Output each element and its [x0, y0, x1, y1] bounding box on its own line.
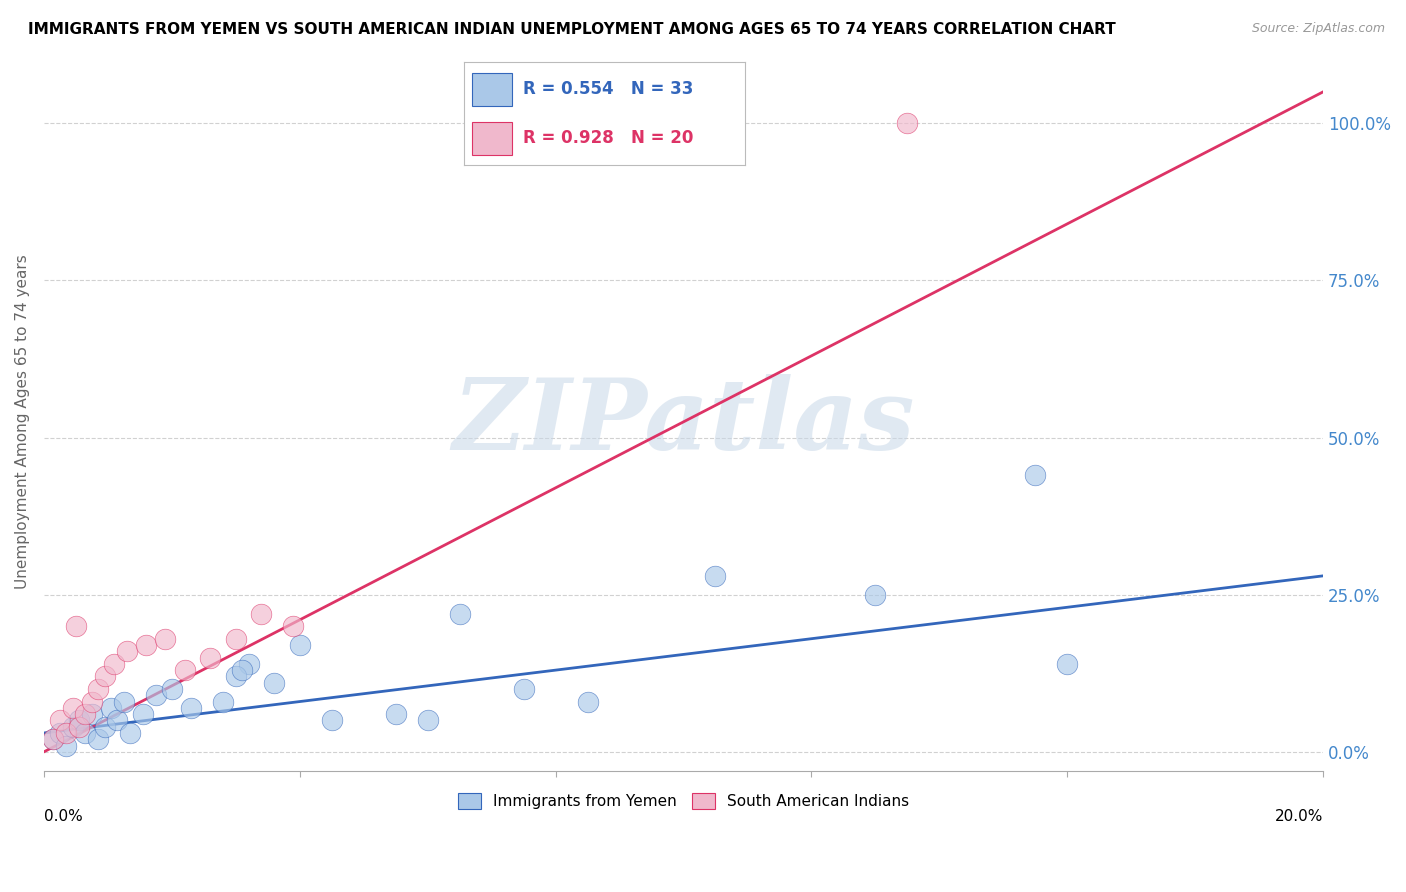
Point — [80, 707, 103, 722]
Legend: Immigrants from Yemen, South American Indians: Immigrants from Yemen, South American In… — [451, 787, 915, 815]
Point — [103, 657, 125, 671]
Point — [263, 675, 285, 690]
Point — [384, 707, 406, 722]
Text: ZIPatlas: ZIPatlas — [453, 374, 915, 470]
Point — [288, 638, 311, 652]
Point — [1056, 657, 1078, 671]
Text: 20.0%: 20.0% — [1275, 809, 1323, 824]
Point — [55, 739, 77, 753]
Point — [283, 619, 305, 633]
Point — [1024, 468, 1046, 483]
Point — [231, 663, 253, 677]
Point — [238, 657, 260, 671]
Point — [62, 701, 84, 715]
Point — [112, 695, 135, 709]
Point — [321, 714, 343, 728]
Bar — [472, 73, 512, 105]
Point — [65, 619, 87, 633]
Point — [225, 669, 247, 683]
Point — [132, 707, 155, 722]
Point — [512, 681, 534, 696]
Point — [55, 726, 77, 740]
Point — [576, 695, 599, 709]
Point — [145, 688, 167, 702]
Point — [75, 726, 97, 740]
Point — [100, 701, 122, 715]
Text: IMMIGRANTS FROM YEMEN VS SOUTH AMERICAN INDIAN UNEMPLOYMENT AMONG AGES 65 TO 74 : IMMIGRANTS FROM YEMEN VS SOUTH AMERICAN … — [28, 22, 1116, 37]
Point — [49, 714, 72, 728]
Point — [865, 588, 887, 602]
Point — [115, 644, 138, 658]
Text: Source: ZipAtlas.com: Source: ZipAtlas.com — [1251, 22, 1385, 36]
Point — [198, 650, 221, 665]
Point — [49, 726, 72, 740]
Point — [42, 732, 65, 747]
Point — [80, 695, 103, 709]
Point — [225, 632, 247, 646]
Y-axis label: Unemployment Among Ages 65 to 74 years: Unemployment Among Ages 65 to 74 years — [15, 254, 30, 590]
Bar — [472, 122, 512, 155]
Point — [42, 732, 65, 747]
Text: R = 0.554   N = 33: R = 0.554 N = 33 — [523, 80, 693, 98]
Point — [173, 663, 195, 677]
Point — [93, 720, 115, 734]
Point — [120, 726, 142, 740]
Point — [212, 695, 235, 709]
Point — [704, 569, 727, 583]
Text: R = 0.928   N = 20: R = 0.928 N = 20 — [523, 129, 693, 147]
Point — [896, 116, 918, 130]
Point — [62, 720, 84, 734]
Point — [155, 632, 177, 646]
Point — [160, 681, 183, 696]
Text: 0.0%: 0.0% — [44, 809, 83, 824]
Point — [180, 701, 202, 715]
Point — [250, 607, 273, 621]
Point — [75, 707, 97, 722]
Point — [416, 714, 439, 728]
Point — [67, 720, 90, 734]
Point — [87, 732, 110, 747]
Point — [107, 714, 129, 728]
Point — [93, 669, 115, 683]
Point — [135, 638, 157, 652]
Point — [67, 714, 90, 728]
Point — [87, 681, 110, 696]
Point — [449, 607, 471, 621]
